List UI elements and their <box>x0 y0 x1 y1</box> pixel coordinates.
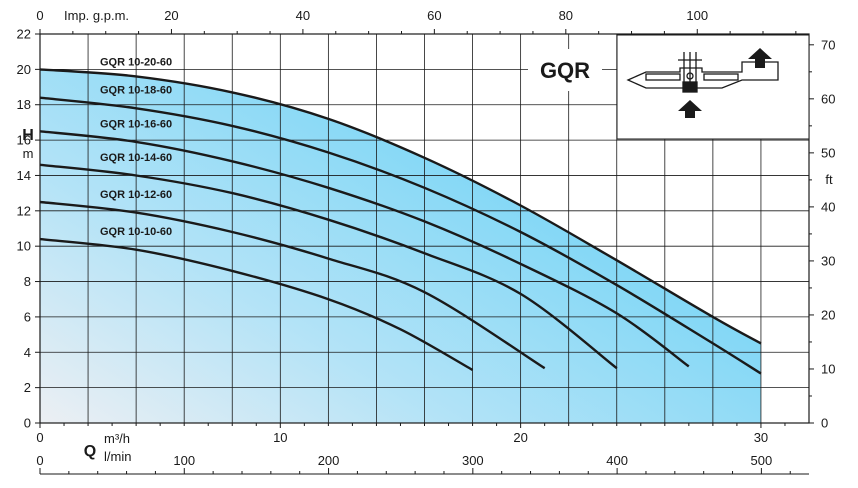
left-tick-label: 4 <box>24 345 31 360</box>
left-tick-label: 6 <box>24 309 31 324</box>
top-tick-label: 100 <box>686 8 708 23</box>
series-label: GQR 10-18-60 <box>100 85 172 97</box>
left-tick-label: 2 <box>24 380 31 395</box>
series-curve <box>39 163 618 370</box>
top-tick-label: 0 <box>36 8 43 23</box>
left-tick-label: 8 <box>24 274 31 289</box>
left-axis-ticks: 0 2 4 6 8 10 12 14 16 18 20 22 <box>17 27 40 431</box>
top-tick-label: 60 <box>427 8 441 23</box>
series-label: GQR 10-12-60 <box>100 189 172 201</box>
brand-box <box>528 49 602 91</box>
top-axis-ticks: 0 20 40 60 80 100 <box>36 8 797 34</box>
brand-label: GQR <box>540 58 590 83</box>
right-tick-label: 30 <box>821 253 835 268</box>
right-axis-unit: ft <box>825 172 833 187</box>
right-axis-ticks: 0 10 20 30 40 50 60 70 <box>809 37 835 431</box>
lpm-axis-unit: l/min <box>104 449 131 464</box>
series-label: GQR 10-14-60 <box>100 152 172 164</box>
left-tick-label: 0 <box>24 416 31 431</box>
right-tick-label: 40 <box>821 199 835 214</box>
series-labels: GQR 10-20-60 GQR 10-18-60 GQR 10-16-60 GQR … <box>100 56 172 238</box>
series-curve <box>39 130 690 368</box>
series-curve <box>39 200 546 370</box>
bottom-axis-unit: m³/h <box>104 431 130 446</box>
left-tick-label: 20 <box>17 62 31 77</box>
left-tick-label: 12 <box>17 203 31 218</box>
lpm-tick-label: 500 <box>751 453 773 468</box>
lpm-tick-label: 400 <box>606 453 628 468</box>
series-curve <box>39 96 762 375</box>
left-axis-symbol: H <box>22 127 34 144</box>
right-tick-label: 60 <box>821 91 835 106</box>
left-tick-label: 22 <box>17 27 31 42</box>
outlet-arrow-icon <box>748 48 772 68</box>
right-tick-label: 20 <box>821 307 835 322</box>
series-label: GQR 10-16-60 <box>100 118 172 130</box>
right-tick-label: 70 <box>821 37 835 52</box>
lpm-tick-label: 200 <box>318 453 340 468</box>
curves <box>39 68 762 375</box>
left-tick-label: 14 <box>17 168 31 183</box>
series-curve <box>39 68 762 345</box>
inset-panel: GQR <box>528 34 810 140</box>
right-tick-label: 0 <box>821 416 828 431</box>
series-curve <box>39 237 474 372</box>
bottom-axis-ticks: 0 10 20 30 <box>36 423 786 445</box>
lpm-tick-label: 0 <box>36 453 43 468</box>
bottom-tick-label: 10 <box>273 430 287 445</box>
top-tick-label: 20 <box>164 8 178 23</box>
pump-cross-section-icon <box>626 52 779 93</box>
left-tick-label: 10 <box>17 239 31 254</box>
bottom-tick-label: 20 <box>513 430 527 445</box>
right-tick-label: 10 <box>821 361 835 376</box>
inset-frame <box>616 34 810 140</box>
inlet-arrow-icon <box>678 100 702 118</box>
left-tick-label: 16 <box>17 133 31 148</box>
lpm-tick-label: 100 <box>173 453 195 468</box>
top-axis-unit: Imp. g.p.m. <box>64 8 129 23</box>
series-label: GQR 10-20-60 <box>100 56 172 68</box>
lpm-axis-ticks: 0 100 200 300 400 500 <box>36 453 791 474</box>
left-tick-label: 18 <box>17 97 31 112</box>
bottom-tick-label: 30 <box>754 430 768 445</box>
right-tick-label: 50 <box>821 145 835 160</box>
top-tick-label: 80 <box>559 8 573 23</box>
left-axis-unit: m <box>23 146 34 161</box>
bottom-axis-symbol: Q <box>84 443 96 460</box>
series-label: GQR 10-10-60 <box>100 226 172 238</box>
bottom-tick-label: 0 <box>36 430 43 445</box>
lpm-tick-label: 300 <box>462 453 484 468</box>
top-tick-label: 40 <box>296 8 310 23</box>
